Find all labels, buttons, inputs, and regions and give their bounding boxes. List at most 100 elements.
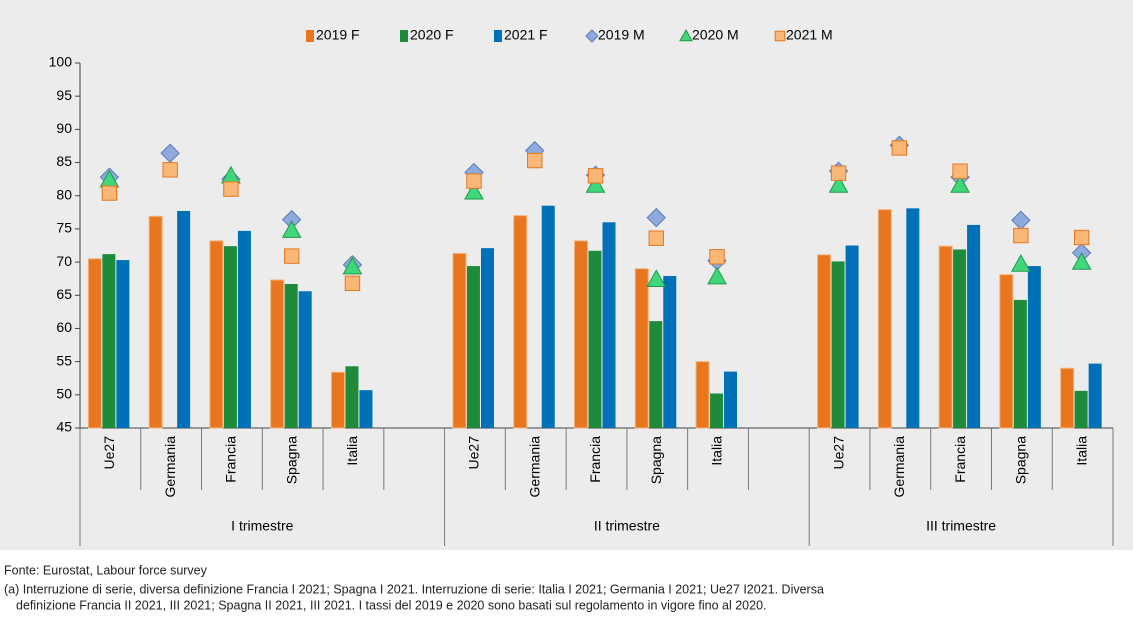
bar: [831, 261, 845, 428]
bar: [209, 240, 224, 429]
legend-label: 2019 M: [598, 27, 645, 43]
bar: [877, 209, 892, 429]
note-line: (a) Interruzione di serie, diversa defin…: [4, 582, 824, 596]
legend-swatch: [585, 29, 599, 43]
bar: [649, 321, 663, 428]
marker: [648, 230, 664, 246]
x-tick-label: Germania: [162, 436, 178, 498]
source: Fonte: Eurostat, Labour force survey: [4, 563, 208, 577]
x-tick-label: Spagna: [283, 436, 299, 484]
y-tick-label: 60: [56, 319, 72, 335]
bar: [938, 245, 953, 429]
bar: [102, 254, 116, 428]
marker: [1013, 227, 1029, 244]
y-tick-label: 85: [56, 153, 72, 169]
marker: [1011, 254, 1031, 272]
y-tick-label: 95: [56, 87, 72, 103]
x-tick-label: Francia: [952, 436, 968, 483]
marker: [466, 173, 482, 189]
marker: [646, 207, 666, 228]
bar: [116, 260, 130, 428]
marker: [527, 152, 543, 169]
y-tick-label: 50: [56, 386, 72, 402]
x-tick-label: Italia: [709, 436, 725, 466]
bar: [953, 249, 967, 428]
marker: [1073, 229, 1090, 246]
bar: [906, 208, 920, 428]
bar: [223, 246, 237, 428]
marker: [585, 175, 606, 193]
marker: [223, 181, 239, 197]
bar: [588, 250, 602, 428]
y-tick-label: 100: [49, 54, 73, 70]
bar: [1013, 299, 1027, 428]
x-tick-label: Spagna: [1013, 436, 1029, 484]
x-tick-label: Ue27: [101, 436, 117, 470]
marker: [162, 162, 178, 178]
x-tick-label: Francia: [223, 436, 239, 483]
bar: [1088, 363, 1102, 428]
bar: [999, 274, 1014, 429]
bar: [270, 279, 285, 429]
legend-label: 2021 M: [786, 27, 833, 43]
group-label: III trimestre: [926, 518, 996, 534]
y-tick-label: 55: [56, 352, 72, 368]
bar: [817, 254, 832, 429]
marker: [344, 275, 361, 292]
y-tick-label: 45: [56, 419, 72, 435]
legend-label: 2020 F: [410, 27, 454, 43]
y-tick-label: 70: [56, 253, 72, 269]
bar: [724, 371, 738, 428]
group-label: I trimestre: [231, 518, 293, 534]
x-tick-label: Francia: [587, 436, 603, 483]
bar: [1027, 266, 1041, 428]
legend-swatch: [774, 30, 786, 42]
bar: [602, 222, 616, 428]
marker: [101, 185, 118, 201]
bar: [663, 276, 677, 428]
group-label: II trimestre: [594, 518, 660, 534]
bar: [845, 245, 859, 428]
marker: [828, 175, 849, 193]
legend-swatch: [679, 28, 693, 42]
y-tick-label: 75: [56, 220, 72, 236]
marker: [281, 220, 302, 238]
bar: [574, 240, 588, 429]
marker: [709, 249, 725, 265]
bar: [480, 248, 494, 428]
x-tick-label: Ue27: [466, 436, 482, 470]
note-line: definizione Francia II 2021, III 2021; S…: [16, 598, 767, 612]
bar: [148, 215, 163, 429]
bar: [345, 366, 359, 428]
bar: [710, 393, 724, 428]
legend-label: 2019 F: [316, 27, 360, 43]
bar: [1074, 390, 1088, 428]
marker: [1071, 252, 1092, 270]
legend-swatch: [306, 30, 314, 42]
bar: [634, 268, 649, 429]
marker: [952, 163, 968, 179]
bar: [284, 283, 298, 428]
bar: [359, 390, 373, 428]
marker: [342, 256, 363, 275]
marker: [464, 181, 484, 200]
marker: [950, 175, 970, 193]
bar: [1060, 367, 1075, 429]
legend-swatch: [400, 30, 408, 42]
bar: [967, 224, 981, 428]
x-tick-label: Germania: [526, 436, 542, 498]
bar: [541, 205, 555, 428]
marker: [587, 168, 604, 184]
y-tick-label: 80: [56, 186, 72, 202]
legend-label: 2021 F: [504, 27, 548, 43]
marker: [830, 165, 847, 181]
bar: [298, 291, 312, 428]
x-tick-label: Spagna: [648, 436, 664, 484]
y-tick-label: 90: [56, 120, 72, 136]
x-tick-label: Italia: [1073, 436, 1089, 466]
bar: [177, 210, 191, 428]
marker: [707, 266, 727, 285]
marker: [646, 269, 667, 288]
x-tick-label: Italia: [344, 436, 360, 466]
